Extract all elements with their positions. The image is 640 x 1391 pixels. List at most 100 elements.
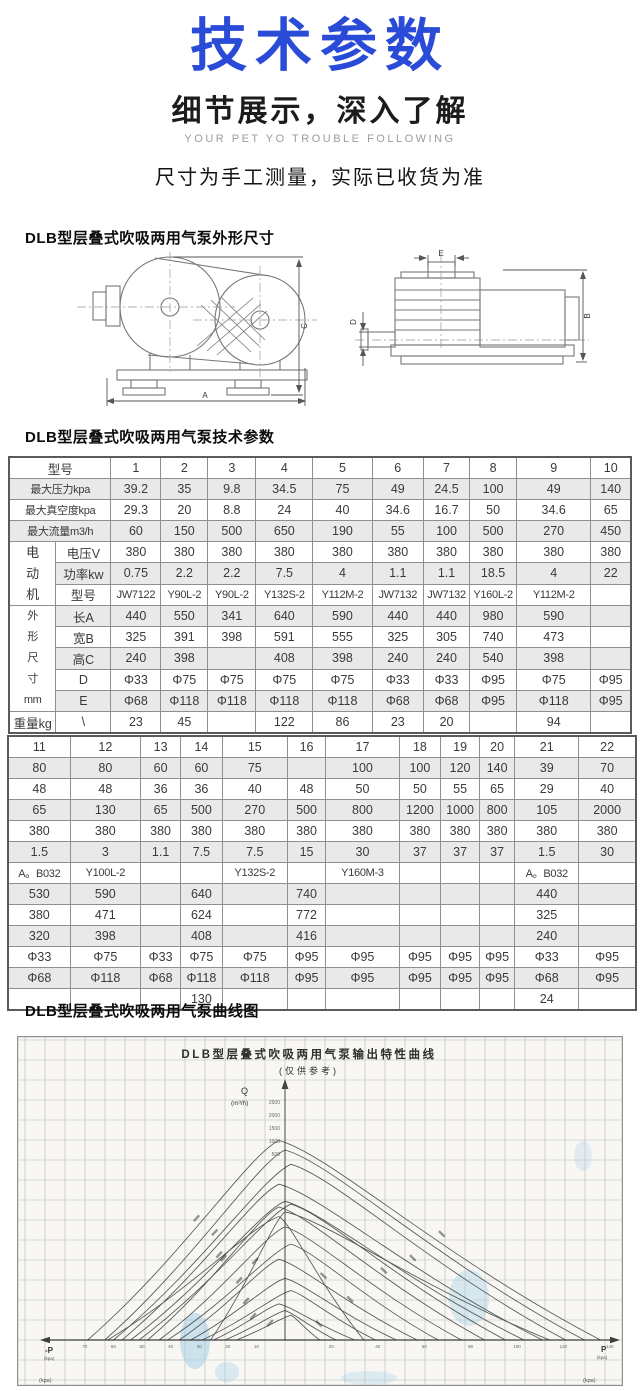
value-cell: 398 — [516, 647, 592, 670]
value-cell: 55 — [371, 520, 424, 542]
chart-subtitle: (仅供参考) — [279, 1065, 339, 1076]
section-title-dimensions: DLB型层叠式吹吸两用气泵外形尺寸 — [25, 230, 275, 247]
value-cell: 130 — [180, 988, 223, 1011]
model-number: 6 — [371, 456, 424, 479]
value-cell — [578, 904, 637, 926]
value-cell: Φ33 — [7, 946, 71, 968]
svg-text:30: 30 — [197, 1344, 203, 1349]
svg-text:40: 40 — [168, 1344, 174, 1349]
value-cell: 240 — [514, 925, 580, 947]
group-label: 电 动 机 — [8, 541, 57, 606]
value-cell: 2000 — [578, 799, 637, 821]
svg-text:140: 140 — [606, 1344, 614, 1349]
value-cell: 391 — [160, 626, 209, 649]
value-cell: 305 — [422, 626, 471, 649]
value-cell: Φ118 — [180, 967, 223, 989]
value-cell: Φ68 — [139, 967, 182, 989]
value-cell: 380 — [7, 820, 71, 842]
value-cell: 2.2 — [160, 562, 209, 585]
value-cell — [139, 862, 182, 884]
model-number: 1 — [110, 456, 162, 479]
value-cell: 440 — [110, 604, 162, 628]
value-cell: Y100L-2 — [69, 862, 142, 884]
page-title: 技术参数 — [190, 14, 450, 78]
value-cell — [325, 925, 400, 947]
value-cell: Φ95 — [590, 668, 632, 691]
value-cell: 60 — [139, 757, 182, 779]
value-cell: 50 — [398, 778, 442, 800]
x-axis-label-left: -P — [45, 1346, 54, 1355]
value-cell: 240 — [110, 647, 162, 670]
y-axis-label: Q — [241, 1086, 248, 1096]
param-label: 高C — [55, 647, 112, 670]
param-label: 长A — [55, 604, 112, 628]
value-cell: 100 — [422, 520, 471, 542]
value-cell: Φ75 — [255, 668, 314, 691]
value-cell: Φ75 — [221, 946, 288, 968]
x-axis-label-right: P — [601, 1345, 607, 1354]
curve-label-marks — [192, 1214, 446, 1328]
curve-17 — [210, 1211, 550, 1341]
y-axis-unit: (m³/h) — [231, 1100, 248, 1107]
value-cell: 2.2 — [207, 562, 257, 585]
value-cell — [286, 757, 327, 779]
value-cell — [479, 925, 516, 947]
corner-unit-left: (kpa) — [39, 1378, 52, 1384]
curve-13 — [213, 1303, 355, 1341]
value-cell: 75 — [312, 478, 373, 500]
section-title-params: DLB型层叠式吹吸两用气泵技术参数 — [25, 429, 275, 446]
value-cell: 624 — [180, 904, 223, 926]
value-cell: 100 — [325, 757, 400, 779]
value-cell: 380 — [398, 820, 442, 842]
value-cell — [207, 647, 257, 670]
dim-label-c: C — [300, 323, 309, 329]
value-cell: 416 — [286, 925, 327, 947]
value-cell: 122 — [255, 711, 314, 734]
x-axis-arrow-left — [40, 1336, 50, 1344]
value-cell: Φ95 — [325, 967, 400, 989]
value-cell: JW7122 — [110, 583, 162, 607]
value-cell: 8.8 — [207, 499, 257, 521]
value-cell — [578, 925, 637, 947]
y-tick-label: 2500 — [269, 1100, 280, 1106]
value-cell: 140 — [590, 478, 632, 500]
value-cell: 440 — [422, 604, 471, 628]
value-cell: 36 — [180, 778, 223, 800]
value-cell — [398, 925, 442, 947]
value-cell: 380 — [479, 820, 516, 842]
value-cell: 398 — [69, 925, 142, 947]
value-cell — [325, 883, 400, 905]
value-cell: 398 — [160, 647, 209, 670]
value-cell: 39.2 — [110, 478, 162, 500]
value-cell — [479, 862, 516, 884]
param-label: D — [55, 668, 112, 691]
value-cell: 500 — [286, 799, 327, 821]
y-tick-label: 500 — [272, 1152, 281, 1158]
value-cell: 20 — [160, 499, 209, 521]
value-cell: 270 — [516, 520, 592, 542]
value-cell: 20 — [422, 711, 471, 734]
value-cell: Φ68 — [110, 689, 162, 713]
value-cell: 325 — [110, 626, 162, 649]
value-cell — [590, 626, 632, 649]
pump-front-view — [77, 252, 317, 406]
model-number: 9 — [516, 456, 592, 479]
value-cell: 590 — [516, 604, 592, 628]
value-cell: 380 — [325, 820, 400, 842]
curve-2 — [104, 1149, 585, 1341]
value-cell: Φ33 — [514, 946, 580, 968]
value-cell: Φ95 — [286, 946, 327, 968]
value-cell: 320 — [7, 925, 71, 947]
model-number: 5 — [312, 456, 373, 479]
value-cell: 380 — [312, 540, 373, 564]
curve-14 — [224, 1310, 337, 1341]
value-cell: Φ33 — [110, 668, 162, 691]
model-number: 7 — [422, 456, 471, 479]
model-number: 16 — [286, 735, 327, 758]
value-cell: 15 — [286, 841, 327, 863]
value-cell: 590 — [312, 604, 373, 628]
model-number: 2 — [160, 456, 209, 479]
svg-text:20: 20 — [225, 1344, 231, 1349]
model-number: 21 — [514, 735, 580, 758]
param-label: 型号 — [55, 583, 112, 607]
